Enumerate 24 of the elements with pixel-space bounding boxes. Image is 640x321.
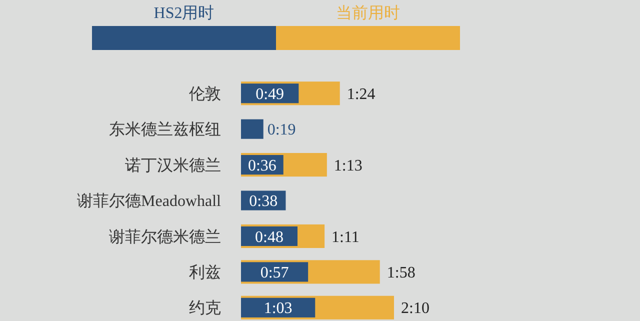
data-label: 0:19 — [267, 122, 296, 139]
bar — [241, 298, 316, 318]
data-label: 1:58 — [386, 264, 416, 282]
y-tick-label: 约克 — [189, 299, 221, 318]
y-tick-label: 利兹 — [189, 264, 221, 282]
y-tick-label: 谢菲尔德米德兰 — [109, 228, 221, 246]
data-label: 0:38 — [249, 193, 278, 210]
data-label: 1:24 — [346, 86, 376, 103]
data-label: 0:36 — [248, 157, 276, 174]
y-tick-label: 诺丁汉米德兰 — [125, 156, 221, 174]
data-label: 2:10 — [401, 300, 430, 318]
bar — [241, 262, 308, 282]
data-label: 1:11 — [332, 228, 360, 246]
data-label: 0:49 — [256, 86, 284, 103]
y-tick-label: 谢菲尔德Meadowhall — [77, 192, 222, 210]
text: HS2用时 — [154, 4, 214, 22]
y-tick-label: 东米德兰兹枢纽 — [109, 120, 221, 139]
data-label: 1:13 — [334, 157, 362, 174]
data-label: 0:57 — [260, 264, 289, 282]
data-label: 0:48 — [255, 228, 284, 246]
data-label: 1:03 — [264, 300, 292, 318]
bar — [241, 119, 264, 139]
text: 当前用时 — [336, 4, 400, 22]
y-tick-label: 伦敦 — [189, 84, 221, 103]
